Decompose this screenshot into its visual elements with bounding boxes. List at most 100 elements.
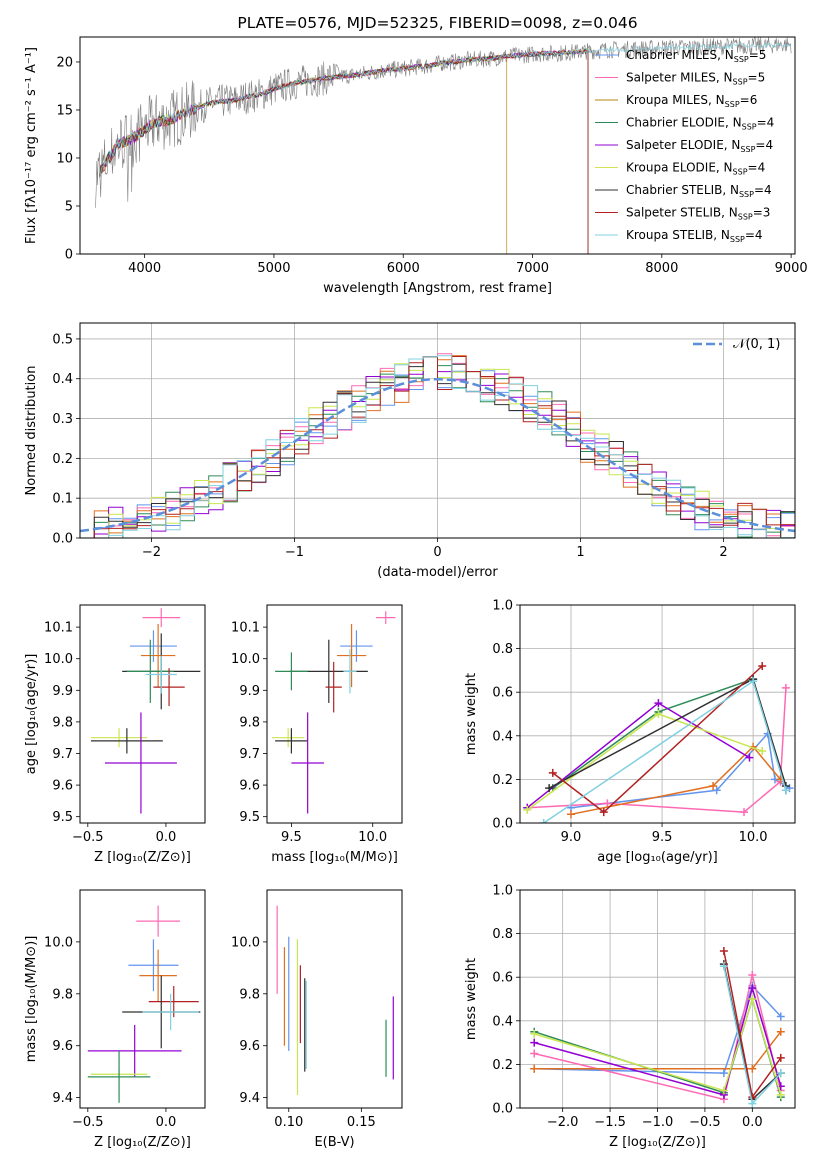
x-tick-label: 9.5 bbox=[281, 830, 302, 845]
legend-entry: Chabrier MILES, NSSP=5 bbox=[626, 48, 766, 64]
x-tick-label: −1.0 bbox=[642, 1115, 674, 1130]
y-tick-label: 0.0 bbox=[492, 817, 513, 832]
weight-marker bbox=[748, 984, 757, 993]
weight-marker bbox=[719, 962, 728, 971]
y-tick-label: 5 bbox=[65, 199, 73, 214]
weight-marker bbox=[654, 710, 663, 718]
axes-frame bbox=[79, 604, 206, 824]
x-axis-label: Z [log₁₀(Z/Z⊙)] bbox=[609, 1135, 706, 1150]
model-spectrum-line bbox=[99, 49, 589, 254]
weight-marker bbox=[758, 662, 767, 671]
x-axis-label: E(B-V) bbox=[314, 1135, 354, 1150]
legend-subscript: SSP bbox=[734, 55, 749, 64]
model-spectrum-line bbox=[99, 48, 589, 254]
weight-line bbox=[526, 713, 763, 811]
weight-marker bbox=[548, 768, 557, 777]
weight-marker bbox=[719, 1069, 728, 1078]
plot-area bbox=[523, 662, 794, 823]
model-spectrum-line bbox=[99, 48, 589, 254]
weight-marker bbox=[719, 947, 728, 956]
y-tick-label: 0.3 bbox=[52, 412, 73, 427]
x-axis-label: (data-model)/error bbox=[377, 565, 498, 580]
observed-spectrum bbox=[95, 37, 792, 208]
x-tick-label: 9.0 bbox=[561, 830, 582, 845]
x-tick-label: −2 bbox=[142, 545, 161, 560]
legend-subscript: SSP bbox=[740, 145, 755, 154]
weight-marker bbox=[748, 995, 757, 1003]
weight-marker bbox=[748, 1099, 757, 1108]
legend-entry: Chabrier STELIB, NSSP=4 bbox=[626, 183, 772, 199]
y-tick-label: 10.0 bbox=[44, 652, 73, 667]
weight-marker bbox=[748, 1064, 757, 1073]
ticks: −0.5 0.0 9.4 9.6 9.8 10.0 bbox=[44, 935, 176, 1130]
y-tick-label: 20 bbox=[56, 55, 73, 70]
legend-entry-rest: =5 bbox=[748, 71, 766, 85]
weight-marker bbox=[712, 786, 721, 795]
legend-subscript: SSP bbox=[738, 213, 753, 222]
y-tick-label: 9.8 bbox=[239, 987, 260, 1002]
plot-area bbox=[90, 608, 201, 814]
y-tick-label: 0.8 bbox=[492, 927, 513, 942]
y-tick-label: 9.4 bbox=[52, 1091, 73, 1106]
x-tick-label: 10.0 bbox=[739, 830, 768, 845]
y-tick-label: 9.8 bbox=[52, 715, 73, 730]
histogram-step bbox=[80, 355, 795, 538]
x-tick-label: 0.0 bbox=[742, 1115, 763, 1130]
weight-line bbox=[570, 731, 790, 809]
chart-errbar-mass-z: −0.5 0.0 9.4 9.6 9.8 10.0 Z [log₁₀(Z/Z⊙)] mass … bbox=[24, 889, 206, 1150]
y-tick-label: 9.9 bbox=[239, 684, 260, 699]
x-tick-label: −0.5 bbox=[72, 830, 104, 845]
y-tick-label: 0.5 bbox=[52, 332, 73, 347]
legend-subscript: SSP bbox=[725, 100, 740, 109]
weight-line bbox=[570, 745, 781, 816]
y-axis-label: age [log₁₀(age/yr)] bbox=[24, 654, 39, 775]
y-tick-label: 9.6 bbox=[52, 779, 73, 794]
x-tick-label: 0.0 bbox=[156, 830, 177, 845]
y-tick-label: 10.0 bbox=[231, 935, 260, 950]
x-tick-label: 0.0 bbox=[156, 1115, 177, 1130]
y-axis-label: Normed distribution bbox=[24, 366, 39, 496]
axes-frame bbox=[266, 889, 403, 1109]
legend-subscript: SSP bbox=[733, 168, 748, 177]
x-axis-label: mass [log₁₀(M/M⊙)] bbox=[271, 850, 398, 865]
x-tick-label: 8000 bbox=[645, 261, 678, 276]
chart-title: PLATE=0576, MJD=52325, FIBERID=0098, z=0… bbox=[237, 14, 637, 32]
x-tick-label: 9000 bbox=[775, 261, 808, 276]
weight-line bbox=[552, 678, 787, 791]
y-tick-label: 0.6 bbox=[492, 686, 513, 701]
y-tick-label: 10.1 bbox=[231, 621, 260, 636]
y-tick-label: 0.0 bbox=[492, 1102, 513, 1117]
y-axis-label: mass weight bbox=[464, 958, 479, 1040]
legend-entry-rest: =4 bbox=[745, 228, 763, 242]
legend: 𝒩(0, 1) bbox=[693, 337, 780, 352]
x-tick-label: −0.5 bbox=[72, 1115, 104, 1130]
chart-hist: −2 −1 0 1 2 0.0 0.1 0.2 0.3 0.4 0.5 (data-model)/er… bbox=[24, 322, 796, 580]
y-tick-label: 9.6 bbox=[239, 1039, 260, 1054]
x-axis-label: age [log₁₀(age/yr)] bbox=[597, 850, 718, 865]
y-tick-label: 9.5 bbox=[52, 810, 73, 825]
axes-frame bbox=[79, 322, 796, 539]
weight-marker bbox=[530, 1064, 539, 1073]
y-tick-label: 9.5 bbox=[239, 810, 260, 825]
model-spectrum-line bbox=[99, 49, 589, 254]
x-tick-label: −2.0 bbox=[547, 1115, 579, 1130]
weight-marker bbox=[566, 810, 575, 819]
weight-line bbox=[527, 687, 787, 813]
chart-spectrum: 4000 5000 6000 7000 8000 9000 0 5 10 15 20 waveleng… bbox=[24, 14, 808, 296]
weight-marker bbox=[781, 683, 790, 692]
y-axis-label: mass [log₁₀(M/M⊙)] bbox=[24, 936, 39, 1063]
chart-errbar-mass-ebv: 0.10 0.15 9.4 9.6 9.8 10.0 E(B-V) bbox=[231, 889, 403, 1150]
y-tick-label: 9.4 bbox=[239, 1091, 260, 1106]
plot-area bbox=[87, 905, 201, 1103]
weight-marker bbox=[523, 805, 532, 814]
x-tick-label: 4000 bbox=[128, 261, 161, 276]
legend-subscript: SSP bbox=[733, 78, 748, 87]
x-axis-label: Z [log₁₀(Z/Z⊙)] bbox=[94, 850, 191, 865]
y-tick-label: 9.7 bbox=[52, 747, 73, 762]
weight-marker bbox=[719, 1086, 728, 1095]
chart-weight-z: −2.0 −1.5 −1.0 −0.5 0.0 0.0 0.2 0.4 0.6 0.8 1.0 Z [… bbox=[464, 884, 796, 1150]
y-tick-label: 0.8 bbox=[492, 642, 513, 657]
weight-marker bbox=[776, 1012, 785, 1021]
y-tick-label: 9.6 bbox=[52, 1039, 73, 1054]
